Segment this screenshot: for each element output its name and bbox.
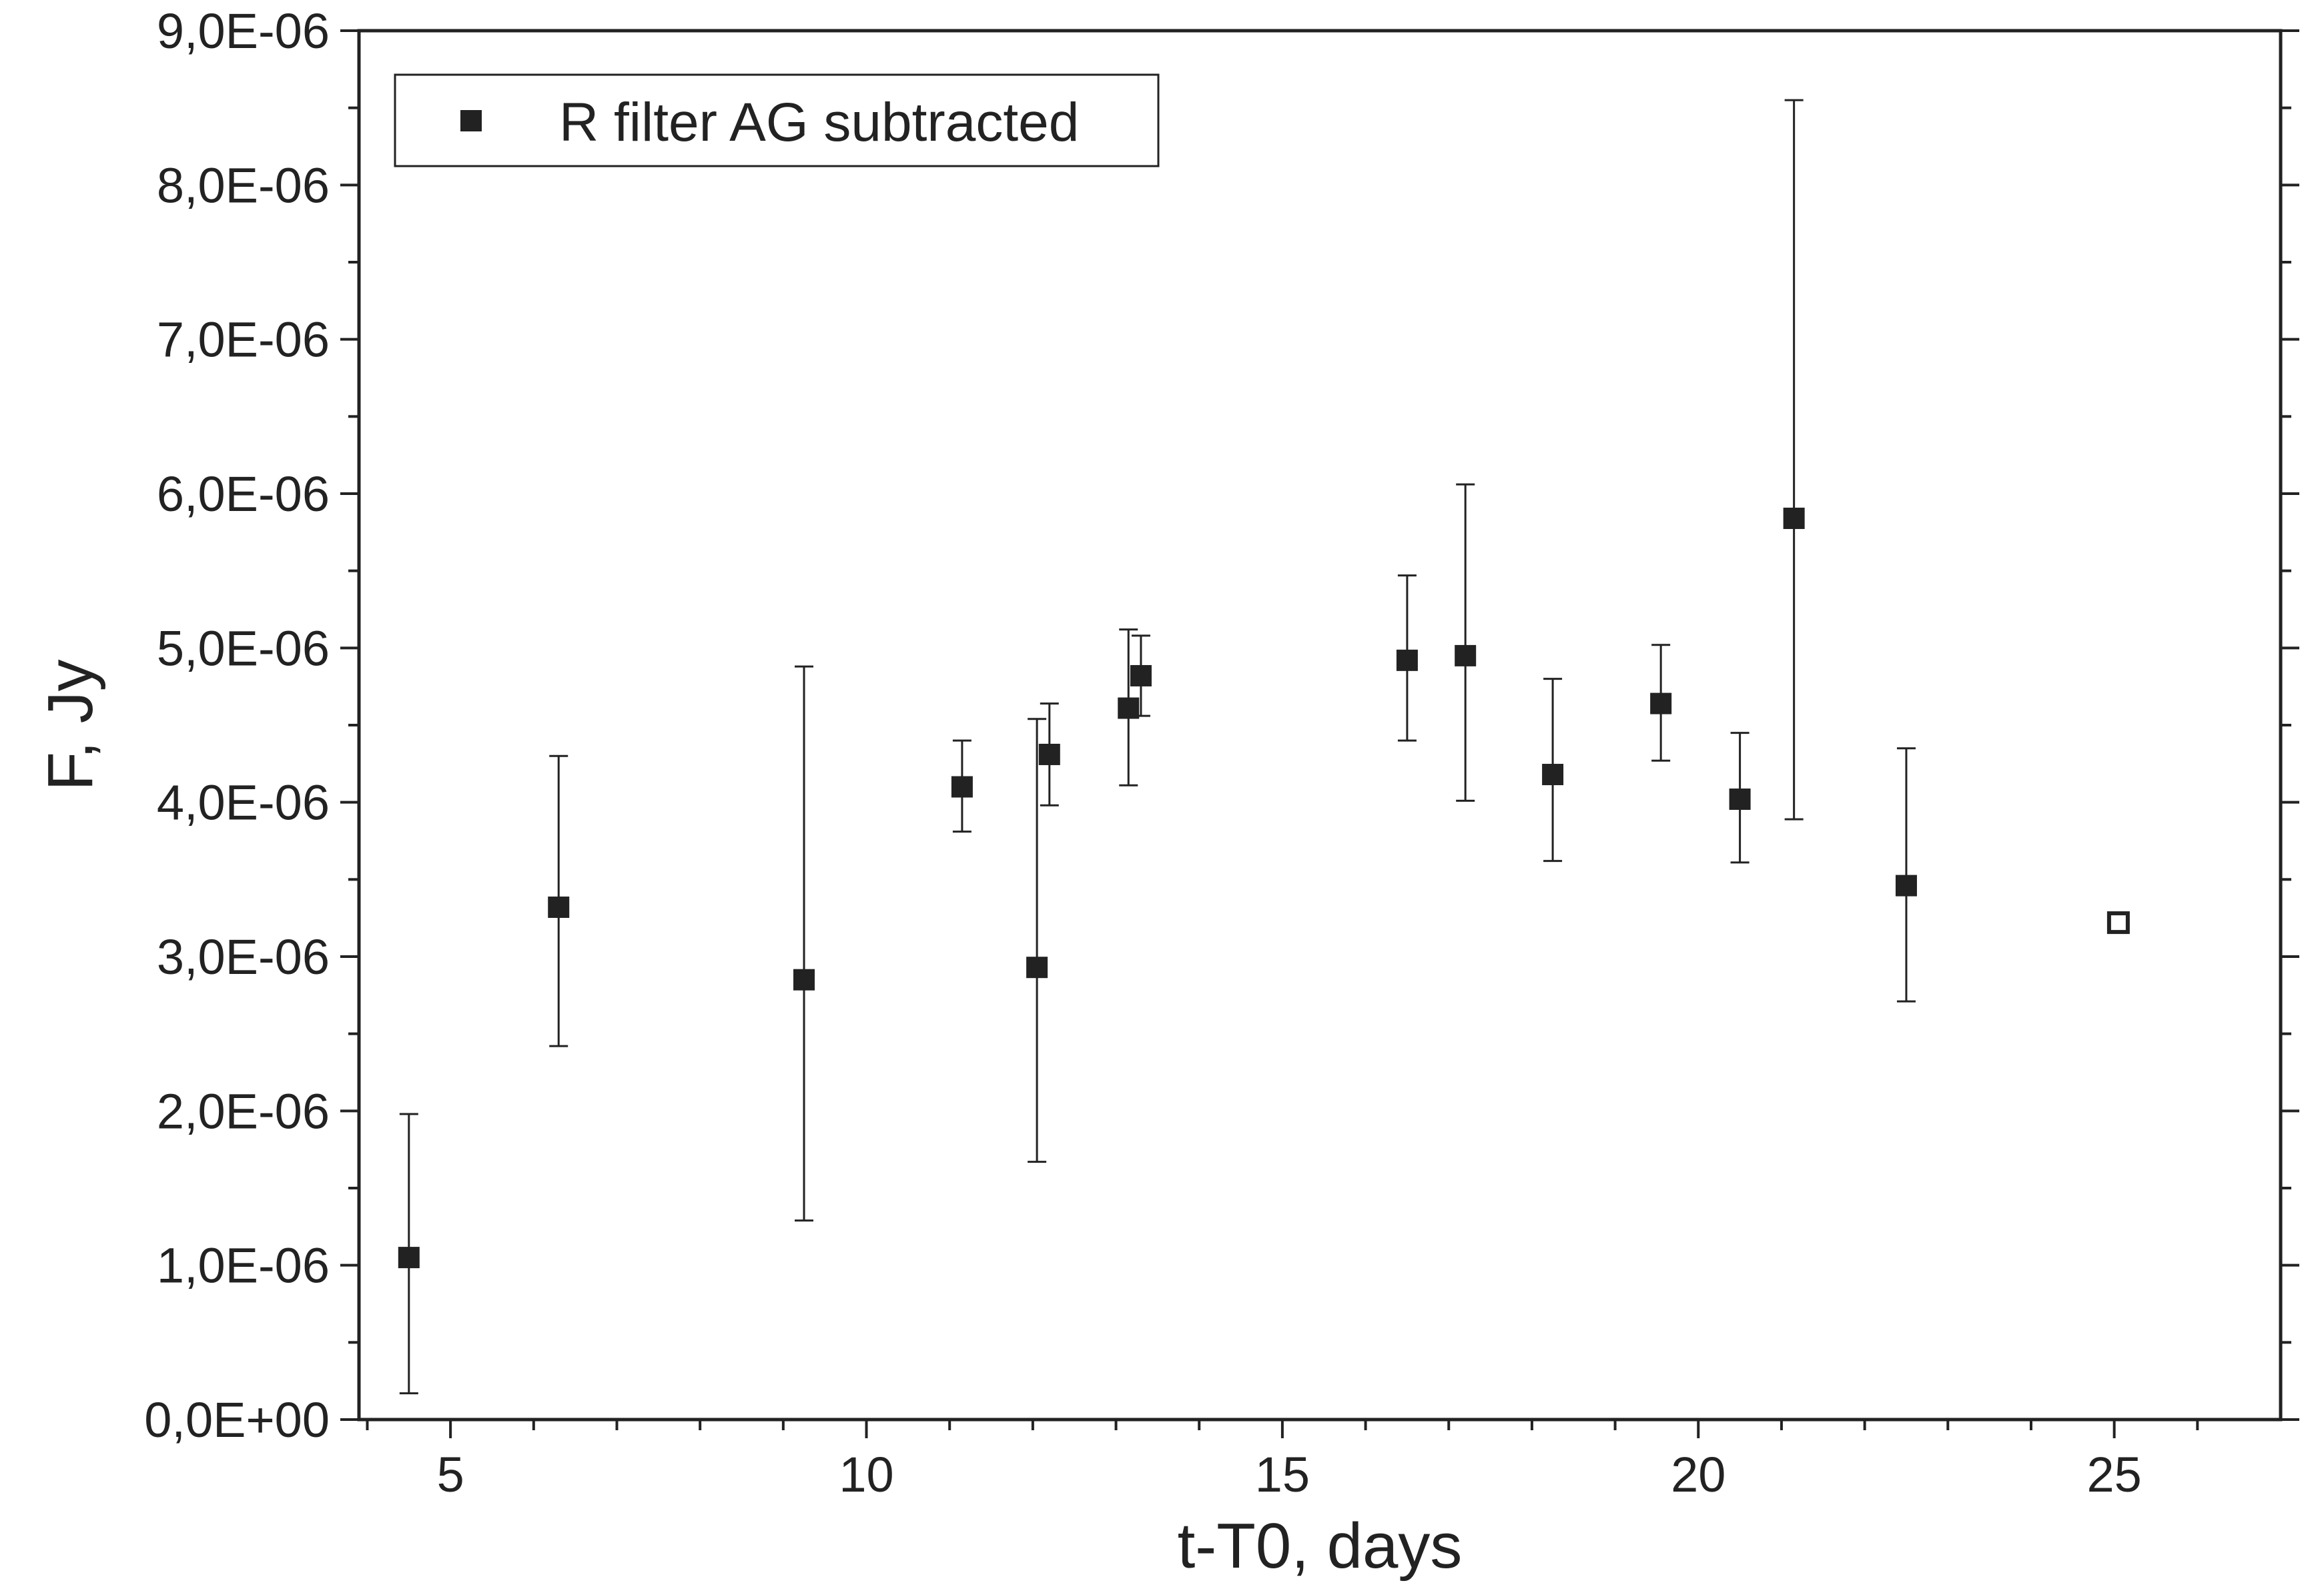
y-axis-title: F, Jy bbox=[35, 659, 106, 790]
y-tick-label: 8,0E-06 bbox=[157, 157, 330, 213]
x-axis-title: t-T0, days bbox=[1178, 1510, 1463, 1582]
data-point bbox=[1118, 697, 1140, 719]
x-tick-label: 25 bbox=[2086, 1447, 2141, 1502]
data-point bbox=[1895, 875, 1917, 897]
y-tick-label: 6,0E-06 bbox=[157, 466, 330, 522]
axis-ticks bbox=[340, 29, 2299, 1438]
y-tick-label: 9,0E-06 bbox=[157, 3, 330, 59]
data-point bbox=[1729, 788, 1751, 811]
y-tick-label: 1,0E-06 bbox=[157, 1238, 330, 1293]
error-bars bbox=[399, 99, 1916, 1395]
x-tick-label: 15 bbox=[1255, 1447, 1310, 1502]
plot-frame bbox=[357, 29, 2283, 1422]
y-tick-label: 5,0E-06 bbox=[157, 620, 330, 676]
plot-frame-group bbox=[357, 29, 2283, 1422]
data-markers bbox=[398, 508, 2130, 1269]
y-tick-label: 2,0E-06 bbox=[157, 1083, 330, 1139]
data-point bbox=[398, 1247, 420, 1269]
y-tick-label: 4,0E-06 bbox=[157, 775, 330, 831]
x-tick-label: 5 bbox=[437, 1447, 464, 1502]
data-point bbox=[793, 969, 815, 991]
data-point bbox=[1542, 764, 1564, 786]
data-point bbox=[1038, 743, 1060, 765]
y-tick-label: 0,0E+00 bbox=[144, 1392, 330, 1448]
x-tick-label: 20 bbox=[1671, 1447, 1725, 1502]
legend-marker bbox=[460, 110, 482, 131]
legend: R filter AG subtracted bbox=[394, 73, 1160, 167]
legend-box bbox=[394, 73, 1160, 167]
data-point bbox=[1650, 692, 1672, 714]
data-point bbox=[1396, 649, 1418, 671]
y-tick-label: 3,0E-06 bbox=[157, 929, 330, 985]
data-point bbox=[548, 896, 570, 918]
y-tick-label: 7,0E-06 bbox=[157, 312, 330, 368]
x-tick-label: 10 bbox=[839, 1447, 893, 1502]
data-point bbox=[1130, 664, 1152, 686]
axis-tick-labels: 0,0E+00 1,0E-06 2,0E-06 3,0E-06 4,0E-06 5,0E-… bbox=[144, 3, 2142, 1502]
data-point bbox=[1455, 644, 1477, 666]
data-point bbox=[1026, 957, 1048, 979]
data-point bbox=[1783, 508, 1805, 530]
data-point-open bbox=[2106, 911, 2130, 935]
legend-label: R filter AG subtracted bbox=[559, 92, 1079, 153]
data-point bbox=[951, 776, 973, 798]
